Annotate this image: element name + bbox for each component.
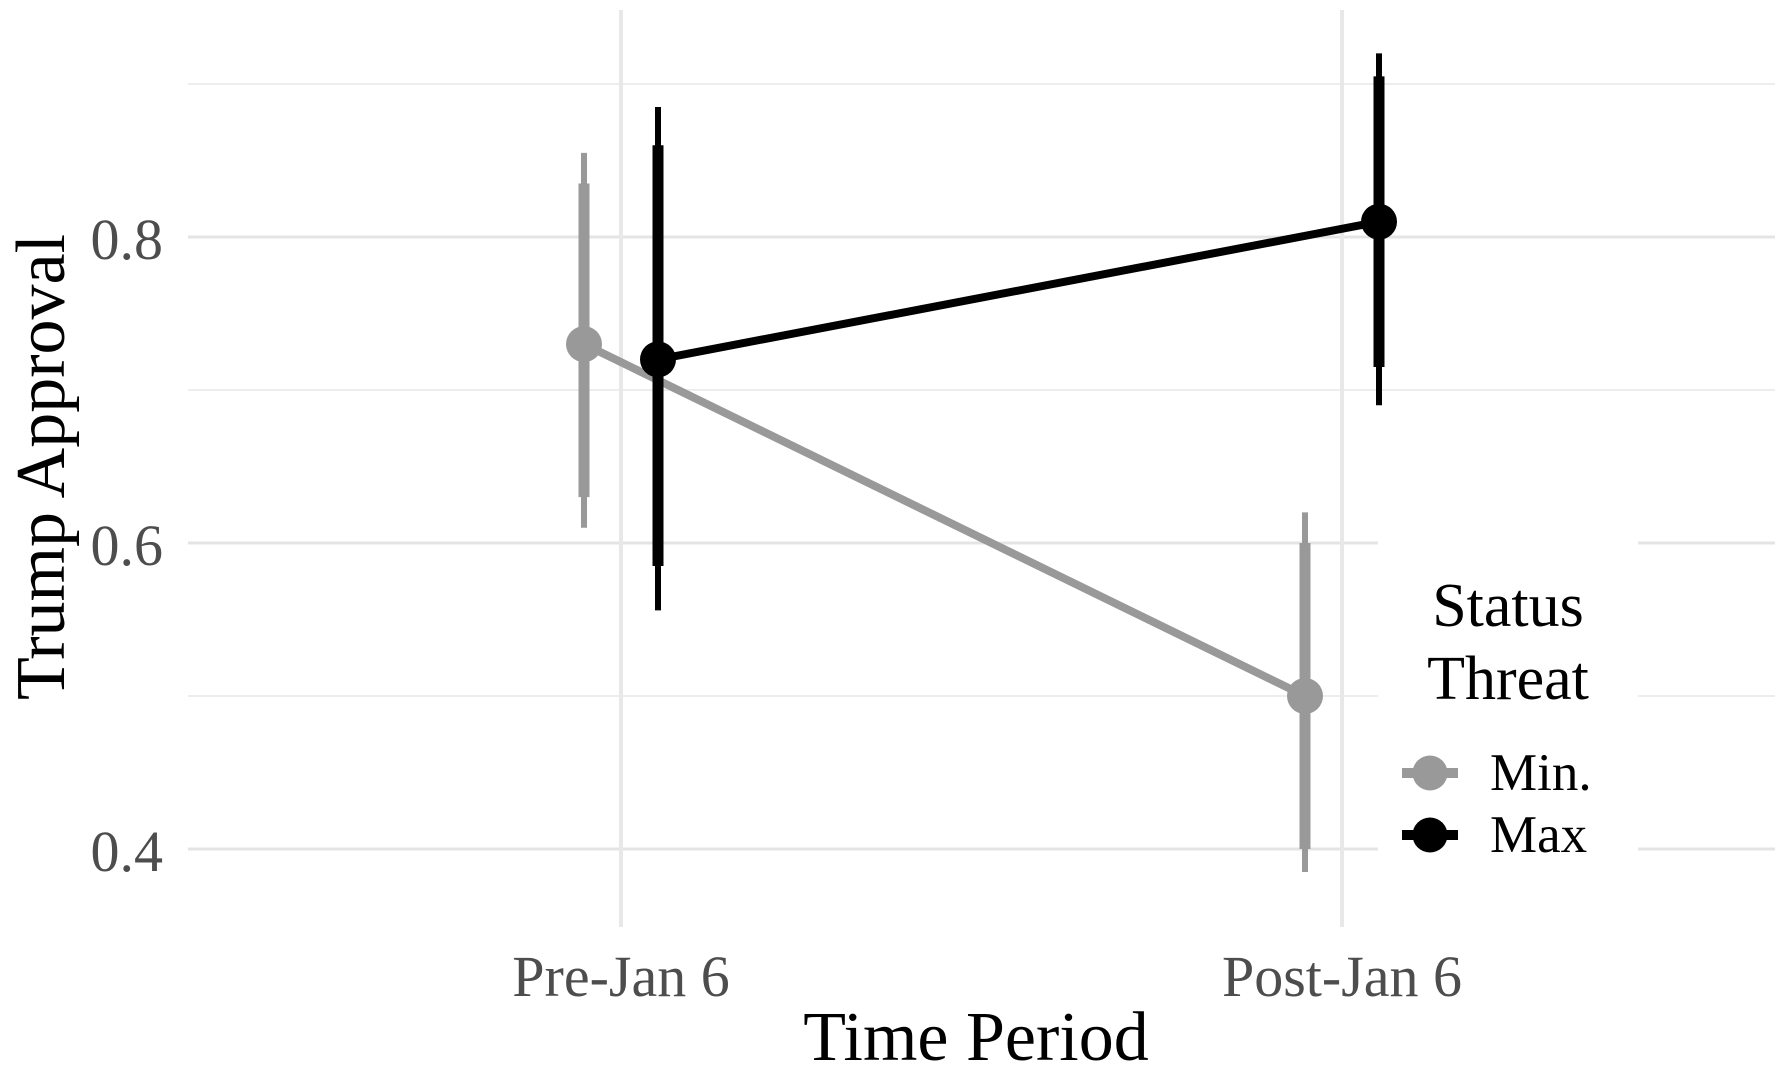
data-point-max: [1361, 203, 1397, 240]
y-tick-label-0.4: 0.4: [90, 819, 164, 884]
data-point-max: [640, 341, 676, 378]
legend-item-max: Max: [1378, 804, 1638, 866]
data-point-min: [1287, 678, 1323, 714]
series-line-min: [582, 340, 1307, 700]
legend-key-max-icon: [1402, 817, 1458, 853]
legend: Status Threat Min. Max: [1378, 480, 1638, 888]
data-point-min: [566, 326, 602, 363]
legend-title: Status Threat: [1378, 570, 1638, 716]
series-line-max: [657, 217, 1380, 364]
legend-key-min-icon: [1402, 755, 1458, 791]
legend-title-line-1: Status: [1432, 572, 1584, 640]
legend-item-label: Min.: [1490, 744, 1592, 802]
y-tick-label-0.6: 0.6: [90, 513, 164, 578]
y-tick-label-0.8: 0.8: [90, 207, 164, 272]
x-tick-label-post-jan-6: Post-Jan 6: [1221, 944, 1463, 1009]
x-tick-label-pre-jan-6: Pre-Jan 6: [512, 944, 730, 1009]
legend-title-line-2: Threat: [1427, 645, 1589, 713]
legend-item-min: Min.: [1378, 742, 1638, 804]
legend-item-label: Max: [1490, 806, 1588, 864]
x-axis-title: Time Period: [803, 999, 1149, 1076]
